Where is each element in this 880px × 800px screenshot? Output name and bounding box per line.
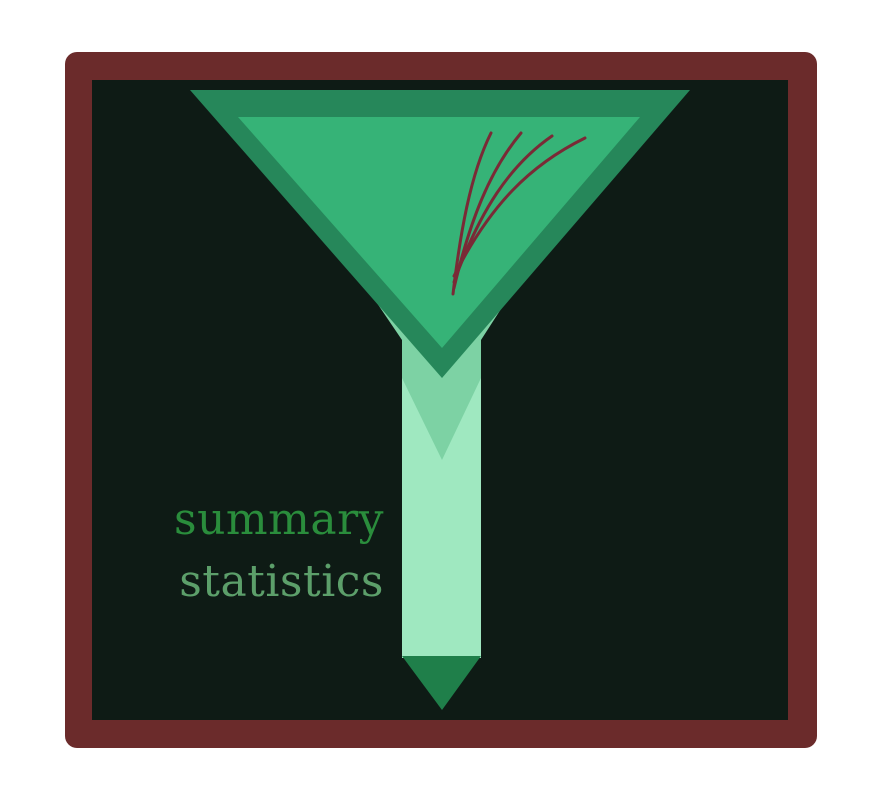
funnel-curves [451, 131, 587, 296]
funnel-inner-triangle [238, 117, 640, 348]
curve-4 [452, 136, 587, 278]
funnel-stem-tip [402, 656, 481, 710]
logo-text-summary: summary [174, 494, 384, 545]
logo-text-statistics: statistics [179, 556, 384, 607]
